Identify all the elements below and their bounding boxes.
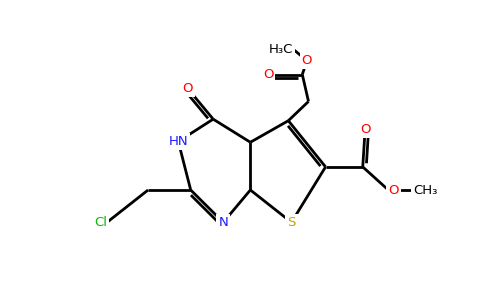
Text: S: S: [287, 216, 296, 229]
Text: H₃C: H₃C: [269, 43, 293, 56]
Text: CH₃: CH₃: [413, 184, 438, 196]
Text: O: O: [360, 123, 370, 136]
Text: N: N: [218, 216, 228, 229]
Text: HN: HN: [168, 135, 188, 148]
Text: O: O: [182, 82, 193, 95]
Text: Cl: Cl: [94, 216, 107, 229]
Text: O: O: [263, 68, 273, 81]
Text: O: O: [302, 54, 312, 67]
Text: O: O: [388, 184, 399, 196]
